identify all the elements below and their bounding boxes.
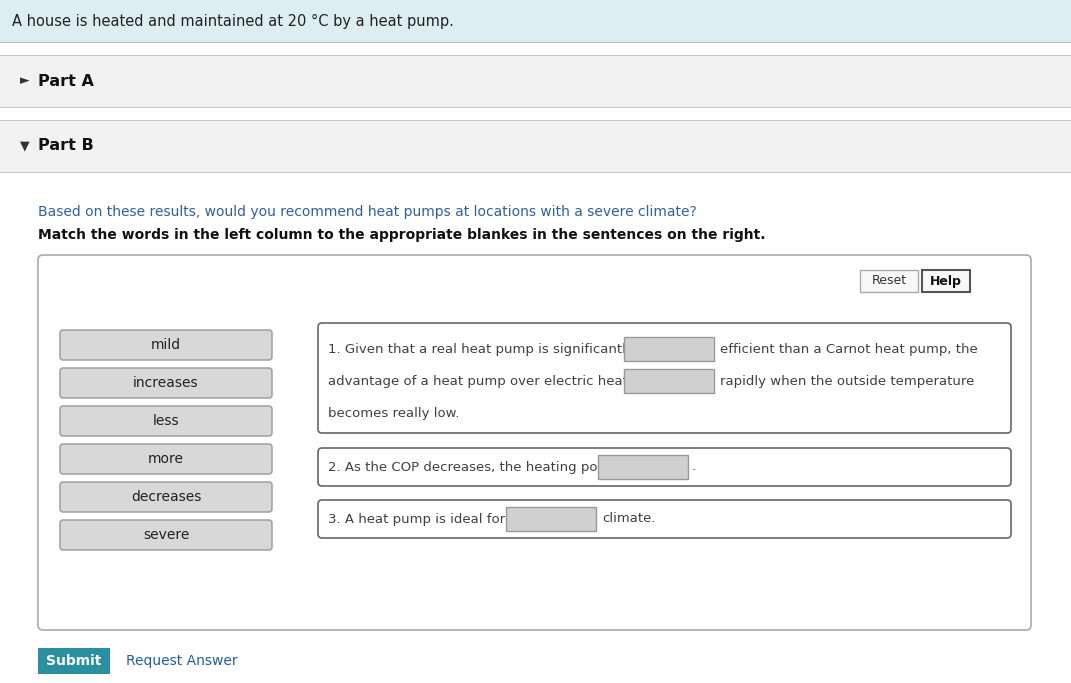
Bar [624,337,714,361]
Bar [624,369,714,393]
Bar [0,0,1071,42]
Bar [0,120,1071,172]
Text: 1. Given that a real heat pump is significantly: 1. Given that a real heat pump is signif… [328,342,634,355]
Text: severe: severe [142,528,190,542]
Text: efficient than a Carnot heat pump, the: efficient than a Carnot heat pump, the [720,342,978,355]
Text: more: more [148,452,184,466]
Bar [0,107,1071,120]
Bar [922,270,970,292]
Text: rapidly when the outside temperature: rapidly when the outside temperature [720,374,975,387]
Text: ►: ► [20,74,30,87]
Text: 2. As the COP decreases, the heating power: 2. As the COP decreases, the heating pow… [328,460,622,473]
Text: Match the words in the left column to the appropriate blankes in the sentences o: Match the words in the left column to th… [37,228,766,242]
Text: Help: Help [930,275,962,288]
Text: becomes really low.: becomes really low. [328,406,459,419]
Text: 3. A heat pump is ideal for a: 3. A heat pump is ideal for a [328,512,517,525]
Text: .: . [692,460,696,473]
Text: climate.: climate. [602,512,655,525]
Bar [506,507,595,531]
Text: Part A: Part A [37,74,94,89]
FancyBboxPatch shape [318,500,1011,538]
Text: increases: increases [133,376,199,390]
Text: advantage of a heat pump over electric heating: advantage of a heat pump over electric h… [328,374,649,387]
Bar [0,55,1071,107]
FancyBboxPatch shape [60,482,272,512]
Text: less: less [153,414,179,428]
FancyBboxPatch shape [60,444,272,474]
FancyBboxPatch shape [318,323,1011,433]
Text: A house is heated and maintained at 20 °C by a heat pump.: A house is heated and maintained at 20 °… [12,14,454,29]
Text: Part B: Part B [37,139,94,154]
Text: Reset: Reset [872,275,906,288]
Bar [37,648,110,674]
Text: Submit: Submit [46,654,102,668]
FancyBboxPatch shape [60,330,272,360]
Text: decreases: decreases [131,490,201,504]
Bar [860,270,918,292]
Text: mild: mild [151,338,181,352]
FancyBboxPatch shape [318,448,1011,486]
FancyBboxPatch shape [60,520,272,550]
Text: Request Answer: Request Answer [126,654,238,668]
Bar [598,455,688,479]
Text: ▼: ▼ [20,139,30,152]
FancyBboxPatch shape [60,406,272,436]
FancyBboxPatch shape [60,368,272,398]
Text: Based on these results, would you recommend heat pumps at locations with a sever: Based on these results, would you recomm… [37,205,697,219]
FancyBboxPatch shape [37,255,1031,630]
Bar [0,172,1071,683]
